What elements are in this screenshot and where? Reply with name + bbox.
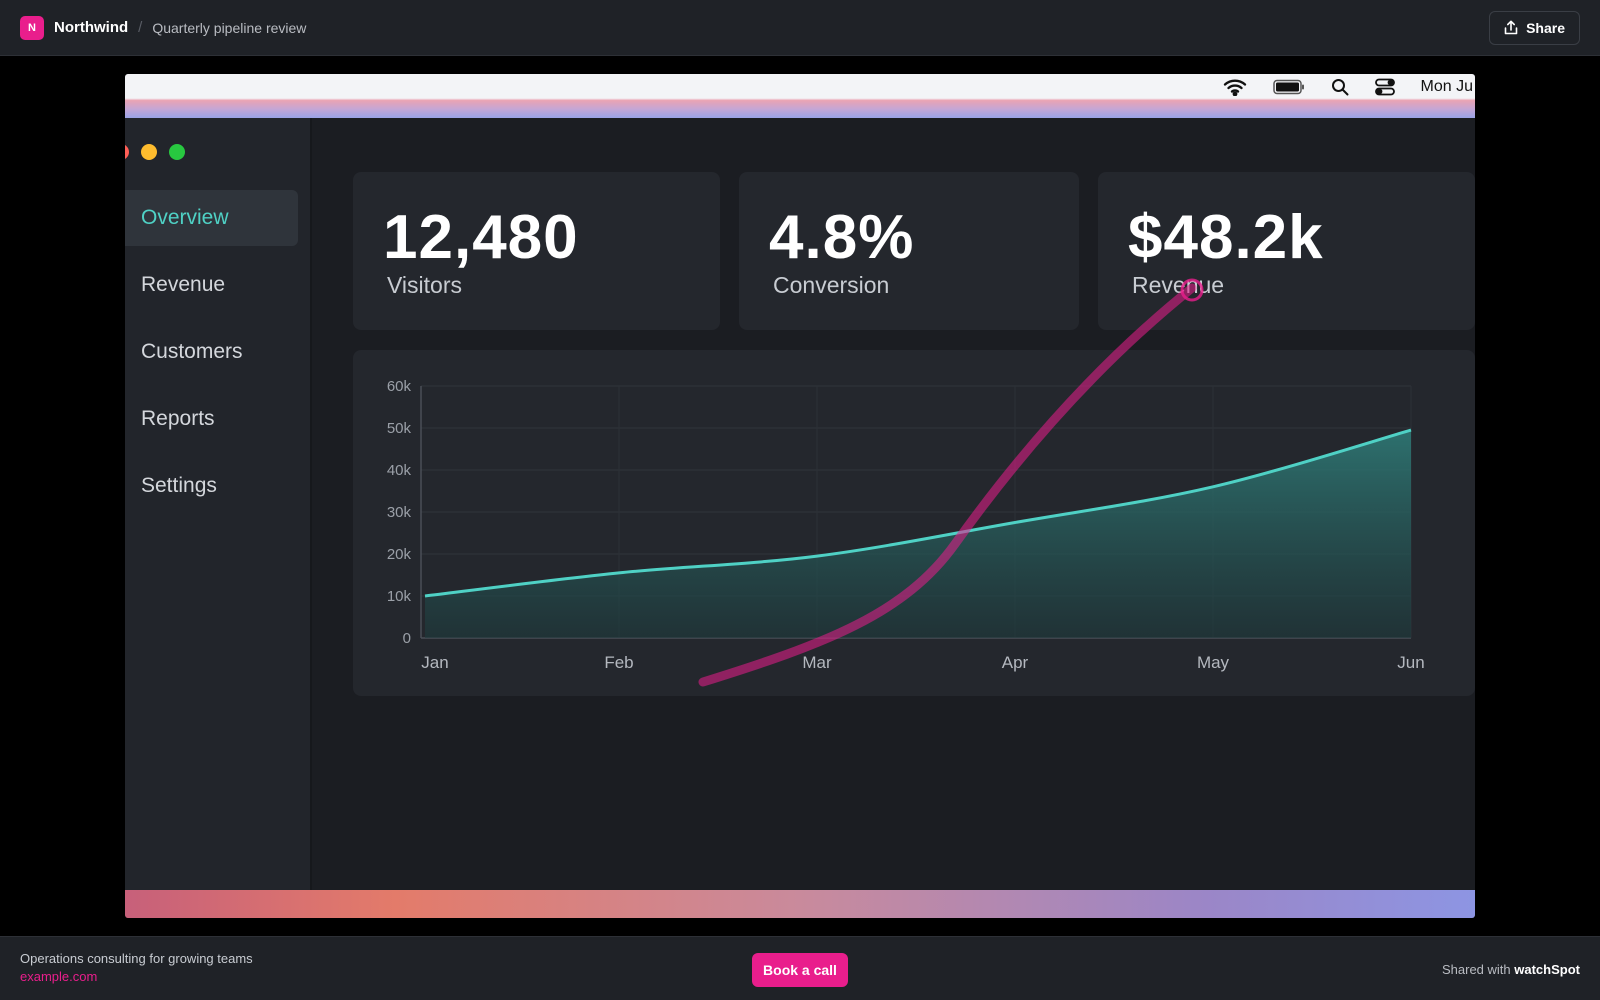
wifi-icon	[1223, 78, 1247, 96]
series-line	[424, 428, 1412, 598]
stat-card-revenue: $48.2k Revenue	[1098, 172, 1475, 330]
minimize-window-button[interactable]	[141, 144, 157, 160]
x-tick-label: May	[1197, 653, 1230, 672]
top-bar: N Northwind / Quarterly pipeline review …	[0, 0, 1600, 56]
x-tick-label: Apr	[1002, 653, 1029, 672]
footer-bar: Operations consulting for growing teams …	[0, 936, 1600, 1000]
x-tick-label: Jan	[421, 653, 448, 672]
sidebar-nav: Overview Revenue Customers Reports Setti…	[125, 190, 298, 525]
y-tick-label: 50k	[387, 420, 412, 437]
company-website-link[interactable]: example.com	[20, 969, 98, 984]
sidebar-item-overview[interactable]: Overview	[125, 190, 298, 246]
stat-label: Visitors	[387, 272, 462, 298]
close-window-button[interactable]	[125, 144, 129, 160]
window-controls	[125, 144, 185, 160]
page-title: Quarterly pipeline review	[152, 19, 307, 36]
breadcrumb-separator: /	[138, 19, 143, 36]
series-area	[425, 430, 1411, 638]
share-button[interactable]: Share	[1489, 10, 1580, 45]
y-tick-label: 40k	[387, 462, 412, 479]
brand-logo[interactable]: N	[20, 15, 44, 40]
x-tick-label: Feb	[604, 653, 633, 672]
annotation-cursor	[1180, 278, 1204, 302]
annotation-stroke	[698, 278, 1204, 687]
stat-value: 4.8%	[769, 203, 915, 272]
shared-prefix: Shared with	[1441, 962, 1511, 977]
sidebar-divider	[310, 118, 312, 890]
recording-player[interactable]: Mon Ju Overview Revenue Customers Report…	[125, 74, 1475, 918]
y-tick-label: 30k	[387, 504, 412, 521]
mac-menubar: Mon Ju	[125, 74, 1475, 118]
y-tick-label: 60k	[387, 378, 412, 395]
stat-card-visitors: 12,480 Visitors	[353, 172, 720, 330]
revenue-chart: 0 10k 20k 30k 40k 50k 60k Jan Feb Mar Apr May Jun	[353, 350, 1475, 696]
sidebar-item-revenue[interactable]: Revenue	[141, 273, 226, 296]
watchspot-brand-link[interactable]: watchSpot	[1514, 962, 1580, 977]
x-tick-label: Mar	[802, 653, 832, 672]
brand-name[interactable]: Northwind	[54, 19, 129, 36]
shared-with-credit: Shared with watchSpot	[1442, 962, 1580, 977]
y-tick-label: 20k	[387, 546, 412, 563]
sidebar-item-customers[interactable]: Customers	[141, 340, 243, 363]
search-icon	[1331, 78, 1349, 96]
stat-label: Conversion	[773, 272, 890, 298]
menubar-clock: Mon Ju	[1420, 78, 1473, 95]
zoom-window-button[interactable]	[169, 144, 185, 160]
desktop-wallpaper-strip	[125, 890, 1475, 918]
app-sidebar: Overview Revenue Customers Reports Setti…	[125, 118, 310, 890]
x-tick-label: Jun	[1397, 653, 1424, 672]
book-call-button[interactable]: Book a call	[752, 953, 848, 987]
share-label: Share	[1526, 19, 1565, 36]
control-center-icon	[1374, 78, 1395, 96]
stat-value: $48.2k	[1128, 203, 1324, 272]
sidebar-item-reports[interactable]: Reports	[141, 407, 215, 430]
chart-svg: 0 10k 20k 30k 40k 50k 60k Jan Feb Mar Apr May Jun	[387, 378, 1425, 672]
share-icon	[1504, 20, 1518, 35]
y-tick-label: 0	[403, 630, 411, 647]
y-tick-label: 10k	[387, 588, 412, 605]
stat-value: 12,480	[383, 203, 579, 272]
battery-icon	[1272, 79, 1305, 95]
sidebar-item-settings[interactable]: Settings	[141, 474, 217, 497]
company-tagline: Operations consulting for growing teams	[20, 951, 253, 966]
stat-card-conversion: 4.8% Conversion	[739, 172, 1079, 330]
